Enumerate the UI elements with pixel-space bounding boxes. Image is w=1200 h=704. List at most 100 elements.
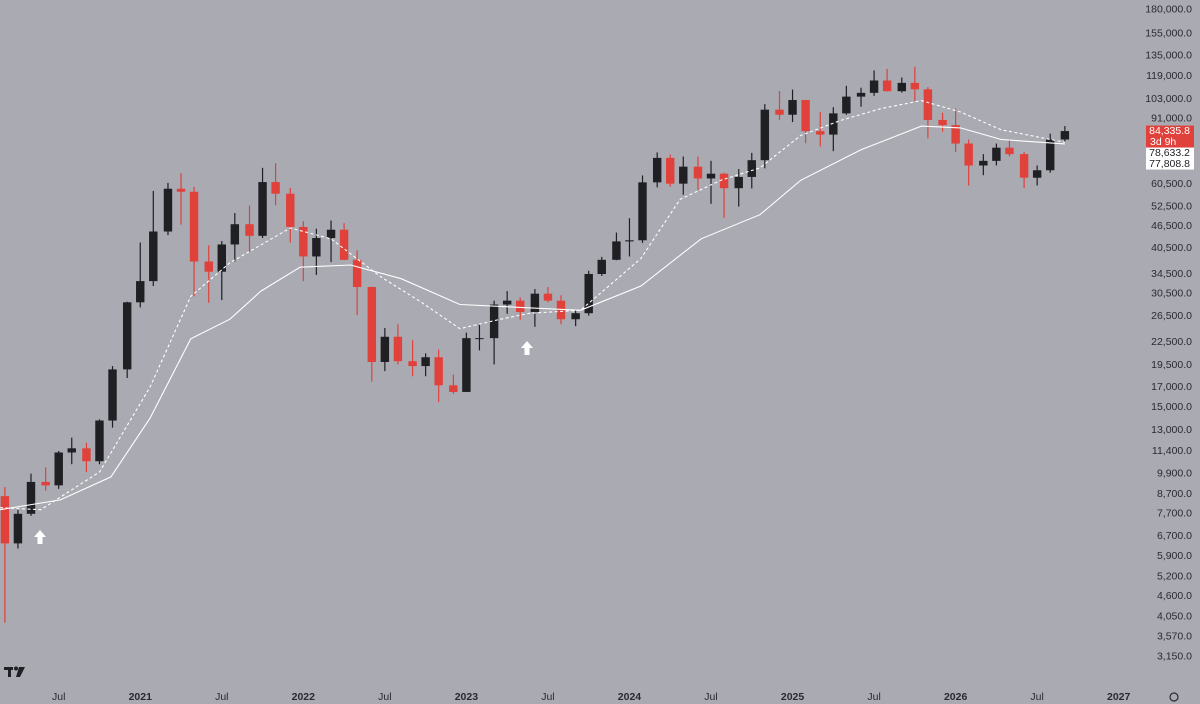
candle-body: [408, 361, 417, 367]
candle-body: [339, 229, 349, 260]
x-tick-label: 2027: [1107, 691, 1131, 703]
candle-body: [0, 496, 10, 544]
y-tick-label: 8,700.0: [1157, 488, 1192, 500]
candle-body: [938, 119, 947, 126]
y-tick-label: 19,500.0: [1151, 359, 1192, 371]
candle-body: [734, 176, 743, 189]
y-tick-label: 46,500.0: [1151, 220, 1192, 232]
price-tag: [1146, 147, 1194, 159]
y-tick-label: 135,000.0: [1145, 50, 1192, 62]
candle-body: [149, 231, 158, 282]
candle-body: [434, 357, 443, 386]
x-tick-label: 2021: [129, 691, 153, 703]
y-tick-label: 4,600.0: [1157, 590, 1192, 602]
y-tick-label: 119,000.0: [1146, 70, 1192, 82]
price-tag: [1146, 158, 1194, 170]
candle-body: [82, 448, 91, 462]
y-tick-label: 26,500.0: [1151, 310, 1192, 322]
x-tick-label: Jul: [215, 691, 228, 703]
candle-body: [788, 100, 797, 115]
candle-body: [1045, 139, 1055, 171]
y-tick-label: 40,500.0: [1151, 242, 1192, 254]
x-tick-label: 2023: [455, 691, 479, 703]
candle-body: [502, 300, 512, 305]
candle-body: [869, 80, 879, 93]
candle-body: [189, 191, 199, 262]
settings-icon[interactable]: [1169, 692, 1179, 702]
candle-body: [584, 273, 593, 314]
candle-body: [829, 113, 838, 135]
candle-body: [706, 173, 716, 179]
candle-body: [449, 385, 458, 392]
candle-body: [122, 302, 132, 370]
candle-body: [326, 229, 336, 239]
y-tick-label: 30,500.0: [1151, 287, 1192, 299]
x-tick-label: Jul: [1030, 691, 1043, 703]
candle-body: [964, 143, 973, 166]
y-tick-label: 7,700.0: [1157, 508, 1192, 520]
candle-body: [367, 287, 377, 362]
x-tick-label: Jul: [541, 691, 554, 703]
candle-body: [54, 452, 63, 486]
candle-body: [95, 420, 104, 462]
arrow-annotation: [34, 530, 46, 544]
candle-body: [882, 80, 892, 92]
candle-body: [136, 281, 145, 303]
candle-body: [204, 261, 213, 272]
candle-body: [666, 157, 675, 184]
y-tick-label: 34,500.0: [1151, 268, 1192, 280]
candle-body: [801, 100, 810, 132]
candle-body: [571, 313, 580, 320]
y-tick-label: 155,000.0: [1145, 28, 1192, 40]
candle-body: [1005, 147, 1014, 155]
candle-body: [176, 188, 186, 192]
candle-body: [217, 244, 226, 272]
x-tick-label: 2024: [618, 691, 642, 703]
candle-body: [245, 224, 254, 236]
candle-body: [286, 193, 295, 227]
candle-body: [41, 481, 50, 486]
candle-body: [380, 336, 390, 362]
candle-body: [816, 131, 825, 135]
candle-body: [775, 109, 784, 115]
candle-body: [679, 166, 688, 184]
candle-body: [489, 304, 499, 339]
y-tick-label: 11,400.0: [1152, 445, 1192, 457]
candle-body: [421, 357, 430, 367]
candle-body: [923, 89, 933, 120]
y-tick-label: 9,900.0: [1157, 467, 1192, 479]
y-tick-label: 3,570.0: [1157, 631, 1192, 643]
candle-body: [67, 448, 76, 453]
candle-body: [897, 82, 907, 92]
candle-body: [597, 259, 606, 274]
candle-body: [1060, 131, 1070, 140]
candle-body: [979, 160, 988, 166]
moving-average-line: [0, 100, 1066, 511]
y-tick-label: 13,000.0: [1151, 424, 1192, 436]
candle-body: [530, 293, 540, 313]
candle-body: [719, 173, 729, 189]
candle-body: [760, 109, 770, 161]
candle-body: [1019, 154, 1029, 178]
candle-body: [108, 369, 117, 421]
y-tick-label: 5,900.0: [1157, 550, 1192, 562]
price-tag-label: 77,808.8: [1149, 158, 1190, 170]
candle-body: [543, 293, 553, 301]
candle-body: [26, 481, 36, 514]
x-tick-label: 2022: [292, 691, 316, 703]
candle-body: [747, 160, 756, 177]
candle-body: [163, 188, 173, 232]
candle-body: [475, 338, 484, 340]
candle-body: [230, 224, 240, 245]
y-tick-label: 22,500.0: [1151, 336, 1192, 348]
candle-body: [992, 147, 1001, 161]
candle-body: [638, 182, 647, 241]
candle-body: [612, 241, 621, 260]
x-tick-label: 2026: [944, 691, 968, 703]
price-tag-countdown: 3d 9h: [1150, 136, 1176, 148]
arrow-annotation: [521, 341, 533, 355]
y-tick-label: 52,500.0: [1151, 201, 1192, 213]
